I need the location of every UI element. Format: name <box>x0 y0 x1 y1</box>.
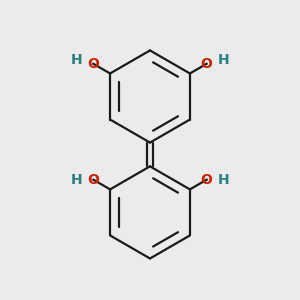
Text: O: O <box>201 57 213 71</box>
Text: O: O <box>87 57 99 71</box>
Text: H: H <box>70 173 82 187</box>
Text: O: O <box>87 173 99 187</box>
Text: H: H <box>70 53 82 67</box>
Text: O: O <box>201 173 213 187</box>
Text: H: H <box>218 53 230 67</box>
Text: H: H <box>218 173 230 187</box>
